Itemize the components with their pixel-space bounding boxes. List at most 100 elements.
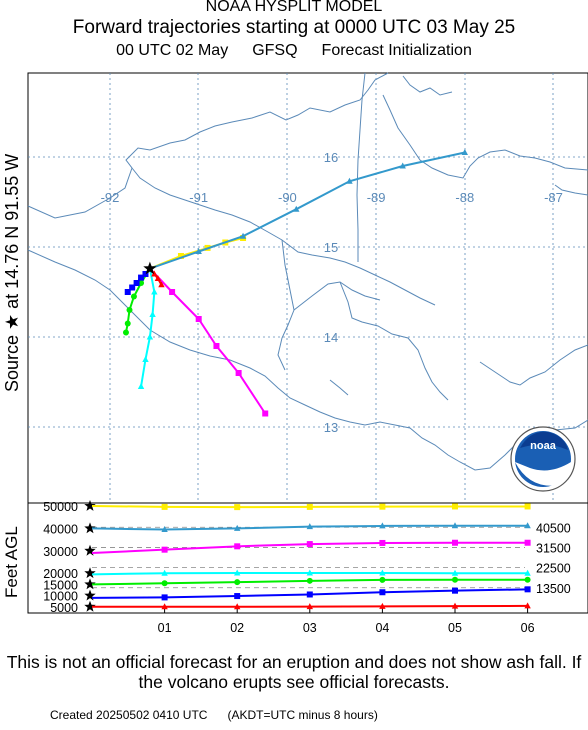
latitude-label: 14 [324, 330, 338, 345]
map-graticule [28, 73, 588, 503]
trajectory-marker [195, 316, 202, 322]
height-profile-marker [234, 593, 241, 600]
longitude-label: -88 [455, 190, 474, 205]
height-profile-marker [306, 591, 313, 598]
trajectory-marker [122, 329, 129, 336]
longitude-label: -87 [544, 190, 563, 205]
trajectory-line [140, 268, 156, 387]
height-profile-marker [306, 523, 313, 530]
height-profile-marker [379, 602, 386, 609]
trajectory-marker [137, 383, 145, 389]
source-star [143, 261, 157, 275]
height-tick-label: 5000 [50, 601, 78, 615]
height-tick-label: 40000 [43, 522, 78, 536]
height-start-star [84, 589, 96, 601]
trajectory-marker [124, 289, 131, 295]
height-profile-marker [161, 546, 168, 553]
created-timestamp: Created 20250502 0410 UTC [50, 708, 208, 722]
time-tick-label: 01 [158, 621, 172, 635]
height-profile-marker [524, 576, 531, 583]
trajectory-marker [124, 320, 131, 327]
height-profile-marker [379, 576, 386, 583]
footer: Created 20250502 0410 UTC (AKDT=UTC minus… [50, 708, 378, 722]
init-label: Forecast Initialization [321, 42, 472, 59]
trajectory-marker [133, 280, 140, 286]
height-tick-label: 30000 [43, 545, 78, 559]
noaa-logo: noaa [510, 426, 576, 492]
initialization-line: 00 UTC 02 May GFSQ Forecast Initialization [0, 42, 588, 60]
time-axis-ticks: 01 02 03 04 05 06 [158, 608, 535, 635]
trajectory-marker [126, 307, 133, 313]
height-tick-label: 13500 [536, 582, 571, 596]
latitude-labels: 16 15 14 13 [324, 150, 338, 435]
trajectory-marker [169, 289, 176, 295]
height-profile-marker [234, 504, 241, 511]
longitude-label: -92 [101, 190, 120, 205]
trajectory-marker [213, 343, 220, 349]
time-tick-label: 06 [521, 621, 535, 635]
trajectory-marker [129, 284, 136, 291]
height-profiles [91, 503, 531, 610]
height-profile-marker [379, 539, 386, 546]
height-profile-marker [161, 569, 168, 576]
trajectory-marker [235, 370, 242, 376]
latitude-label: 16 [324, 150, 338, 165]
height-profile-marker [234, 603, 241, 610]
height-profile-marker [452, 503, 458, 510]
trajectory-line [149, 267, 267, 415]
height-profile-marker [524, 539, 531, 546]
height-profile-marker [161, 594, 168, 601]
height-start-star [84, 578, 96, 590]
height-tick-label: 31500 [536, 541, 571, 555]
height-profile-marker [452, 539, 458, 546]
trajectory-marker [151, 288, 158, 295]
height-profile-marker [306, 569, 313, 576]
height-profile-marker [524, 522, 531, 529]
height-tick-label: 20000 [43, 567, 78, 581]
trajectory-title: Forward trajectories starting at 0000 UT… [72, 17, 516, 38]
trajectory-marker [142, 271, 149, 277]
longitude-labels: -92 -91 -90 -89 -88 -87 [101, 190, 563, 205]
height-profile-marker [161, 603, 168, 610]
trajectory-marker [399, 162, 406, 169]
trajectory-marker [461, 149, 468, 155]
height-start-star [84, 567, 96, 579]
trajectory-marker [130, 293, 137, 300]
height-profile-marker [161, 526, 168, 533]
height-profile-marker [234, 543, 241, 550]
longitude-label: -89 [367, 190, 386, 205]
noaa-logo-text: noaa [530, 440, 557, 452]
height-profile-marker [452, 587, 458, 594]
trajectory-marker [177, 253, 184, 259]
height-start-star [84, 522, 96, 534]
time-tick-label: 03 [303, 621, 317, 635]
trajectory-marker [146, 333, 154, 340]
height-profile-marker [451, 569, 459, 576]
height-start-star [84, 600, 96, 612]
trajectory-marker [346, 177, 353, 184]
trajectory-marker [262, 410, 269, 417]
trajectory-marker [158, 281, 165, 288]
init-model: GFSQ [252, 42, 298, 59]
height-profile-marker [452, 576, 458, 583]
trajectory-marker [154, 275, 162, 281]
height-profile-marker [524, 569, 531, 576]
longitude-label: -91 [189, 190, 208, 205]
height-profile-marker [524, 503, 531, 510]
height-profile-marker [451, 522, 459, 529]
height-tick-label: 50000 [43, 500, 78, 514]
trajectory-paths [122, 149, 468, 417]
height-profile-marker [451, 602, 459, 609]
height-profile-marker [161, 580, 168, 587]
height-tick-label: 10000 [43, 590, 78, 604]
height-profile-marker [306, 577, 313, 584]
disclaimer-text: This is not an official forecast for an … [6, 652, 582, 692]
height-profile-marker [379, 503, 386, 510]
timezone-note: (AKDT=UTC minus 8 hours) [227, 708, 378, 722]
height-profile-marker [306, 503, 313, 510]
model-title: NOAA HYSPLIT MODEL [205, 0, 383, 15]
time-tick-label: 05 [448, 621, 462, 635]
time-tick-label: 02 [230, 621, 244, 635]
